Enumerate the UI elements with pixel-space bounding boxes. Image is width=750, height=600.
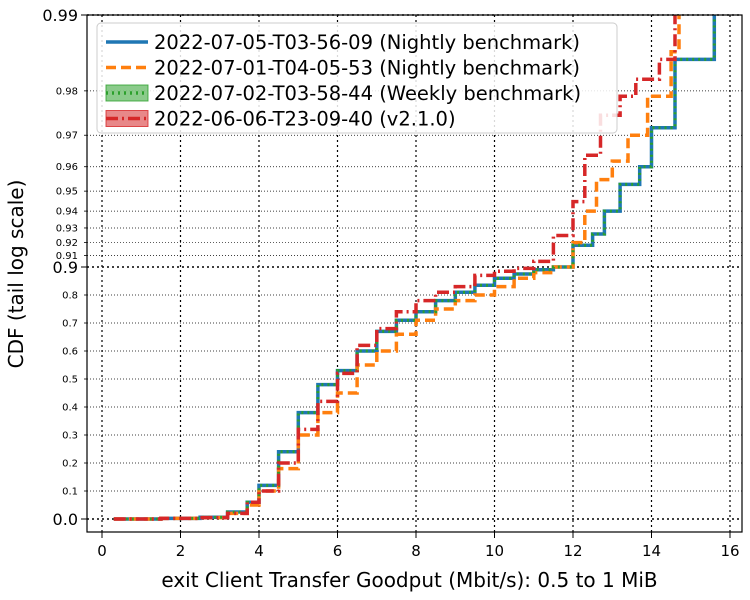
grid-lines — [87, 14, 742, 532]
x-tick-label: 4 — [254, 542, 264, 560]
x-tick-label: 14 — [642, 542, 661, 560]
series-line-4 — [113, 15, 677, 521]
legend: 2022-07-05-T03-56-09 (Nightly benchmark)… — [96, 22, 618, 134]
y-minor-tick-label: 0.97 — [56, 131, 78, 142]
legend-label: 2022-07-02-T03-58-44 (Weekly benchmark) — [154, 82, 581, 105]
x-tick-label: 16 — [720, 542, 739, 560]
y-minor-tick-label: 0.1 — [62, 487, 78, 498]
y-minor-tick-label: 0.6 — [62, 347, 78, 358]
legend-label: 2022-06-06-T23-09-40 (v2.1.0) — [154, 108, 456, 131]
legend-label: 2022-07-05-T03-56-09 (Nightly benchmark) — [154, 31, 580, 54]
y-major-tick-label: 0.99 — [42, 6, 78, 25]
legend-box — [96, 22, 618, 134]
y-major-tick-label: 0.0 — [53, 510, 78, 529]
legend-label: 2022-07-01-T04-05-53 (Nightly benchmark) — [154, 57, 580, 80]
x-tick-label: 12 — [563, 542, 582, 560]
y-minor-tick-label: 0.3 — [62, 431, 78, 442]
y-minor-tick-label: 0.4 — [62, 403, 78, 414]
axis-ticks: 0 2 4 6 8 10 12 14 16 0.0 0.9 0.99 0.1 0.2 0.3 0.4 0.5 0.… — [42, 6, 739, 560]
x-tick-label: 8 — [411, 542, 421, 560]
series-line-2 — [113, 15, 681, 521]
x-tick-label: 6 — [333, 542, 343, 560]
y-minor-tick-label: 0.93 — [56, 223, 78, 234]
series-lines — [113, 15, 717, 521]
x-tick-label: 0 — [97, 542, 107, 560]
plot-frame — [86, 14, 743, 533]
y-minor-tick-label: 0.95 — [56, 187, 78, 198]
series-line-3 — [113, 15, 716, 521]
y-minor-tick-label: 0.7 — [62, 319, 78, 330]
y-minor-tick-label: 0.92 — [56, 238, 78, 249]
x-axis-label: exit Client Transfer Goodput (Mbit/s): 0… — [161, 568, 657, 592]
x-tick-label: 10 — [485, 542, 504, 560]
y-minor-tick-label: 0.5 — [62, 375, 78, 386]
y-major-tick-label: 0.9 — [53, 258, 78, 277]
y-axis-label: CDF (tail log scale) — [4, 180, 28, 369]
y-minor-tick-label: 0.2 — [62, 459, 78, 470]
x-tick-label: 2 — [176, 542, 186, 560]
y-minor-tick-label: 0.8 — [62, 291, 78, 302]
y-minor-tick-label: 0.91 — [56, 251, 78, 262]
y-minor-tick-label: 0.96 — [56, 162, 78, 173]
y-minor-tick-label: 0.98 — [56, 86, 78, 97]
y-minor-tick-label: 0.94 — [56, 207, 78, 218]
